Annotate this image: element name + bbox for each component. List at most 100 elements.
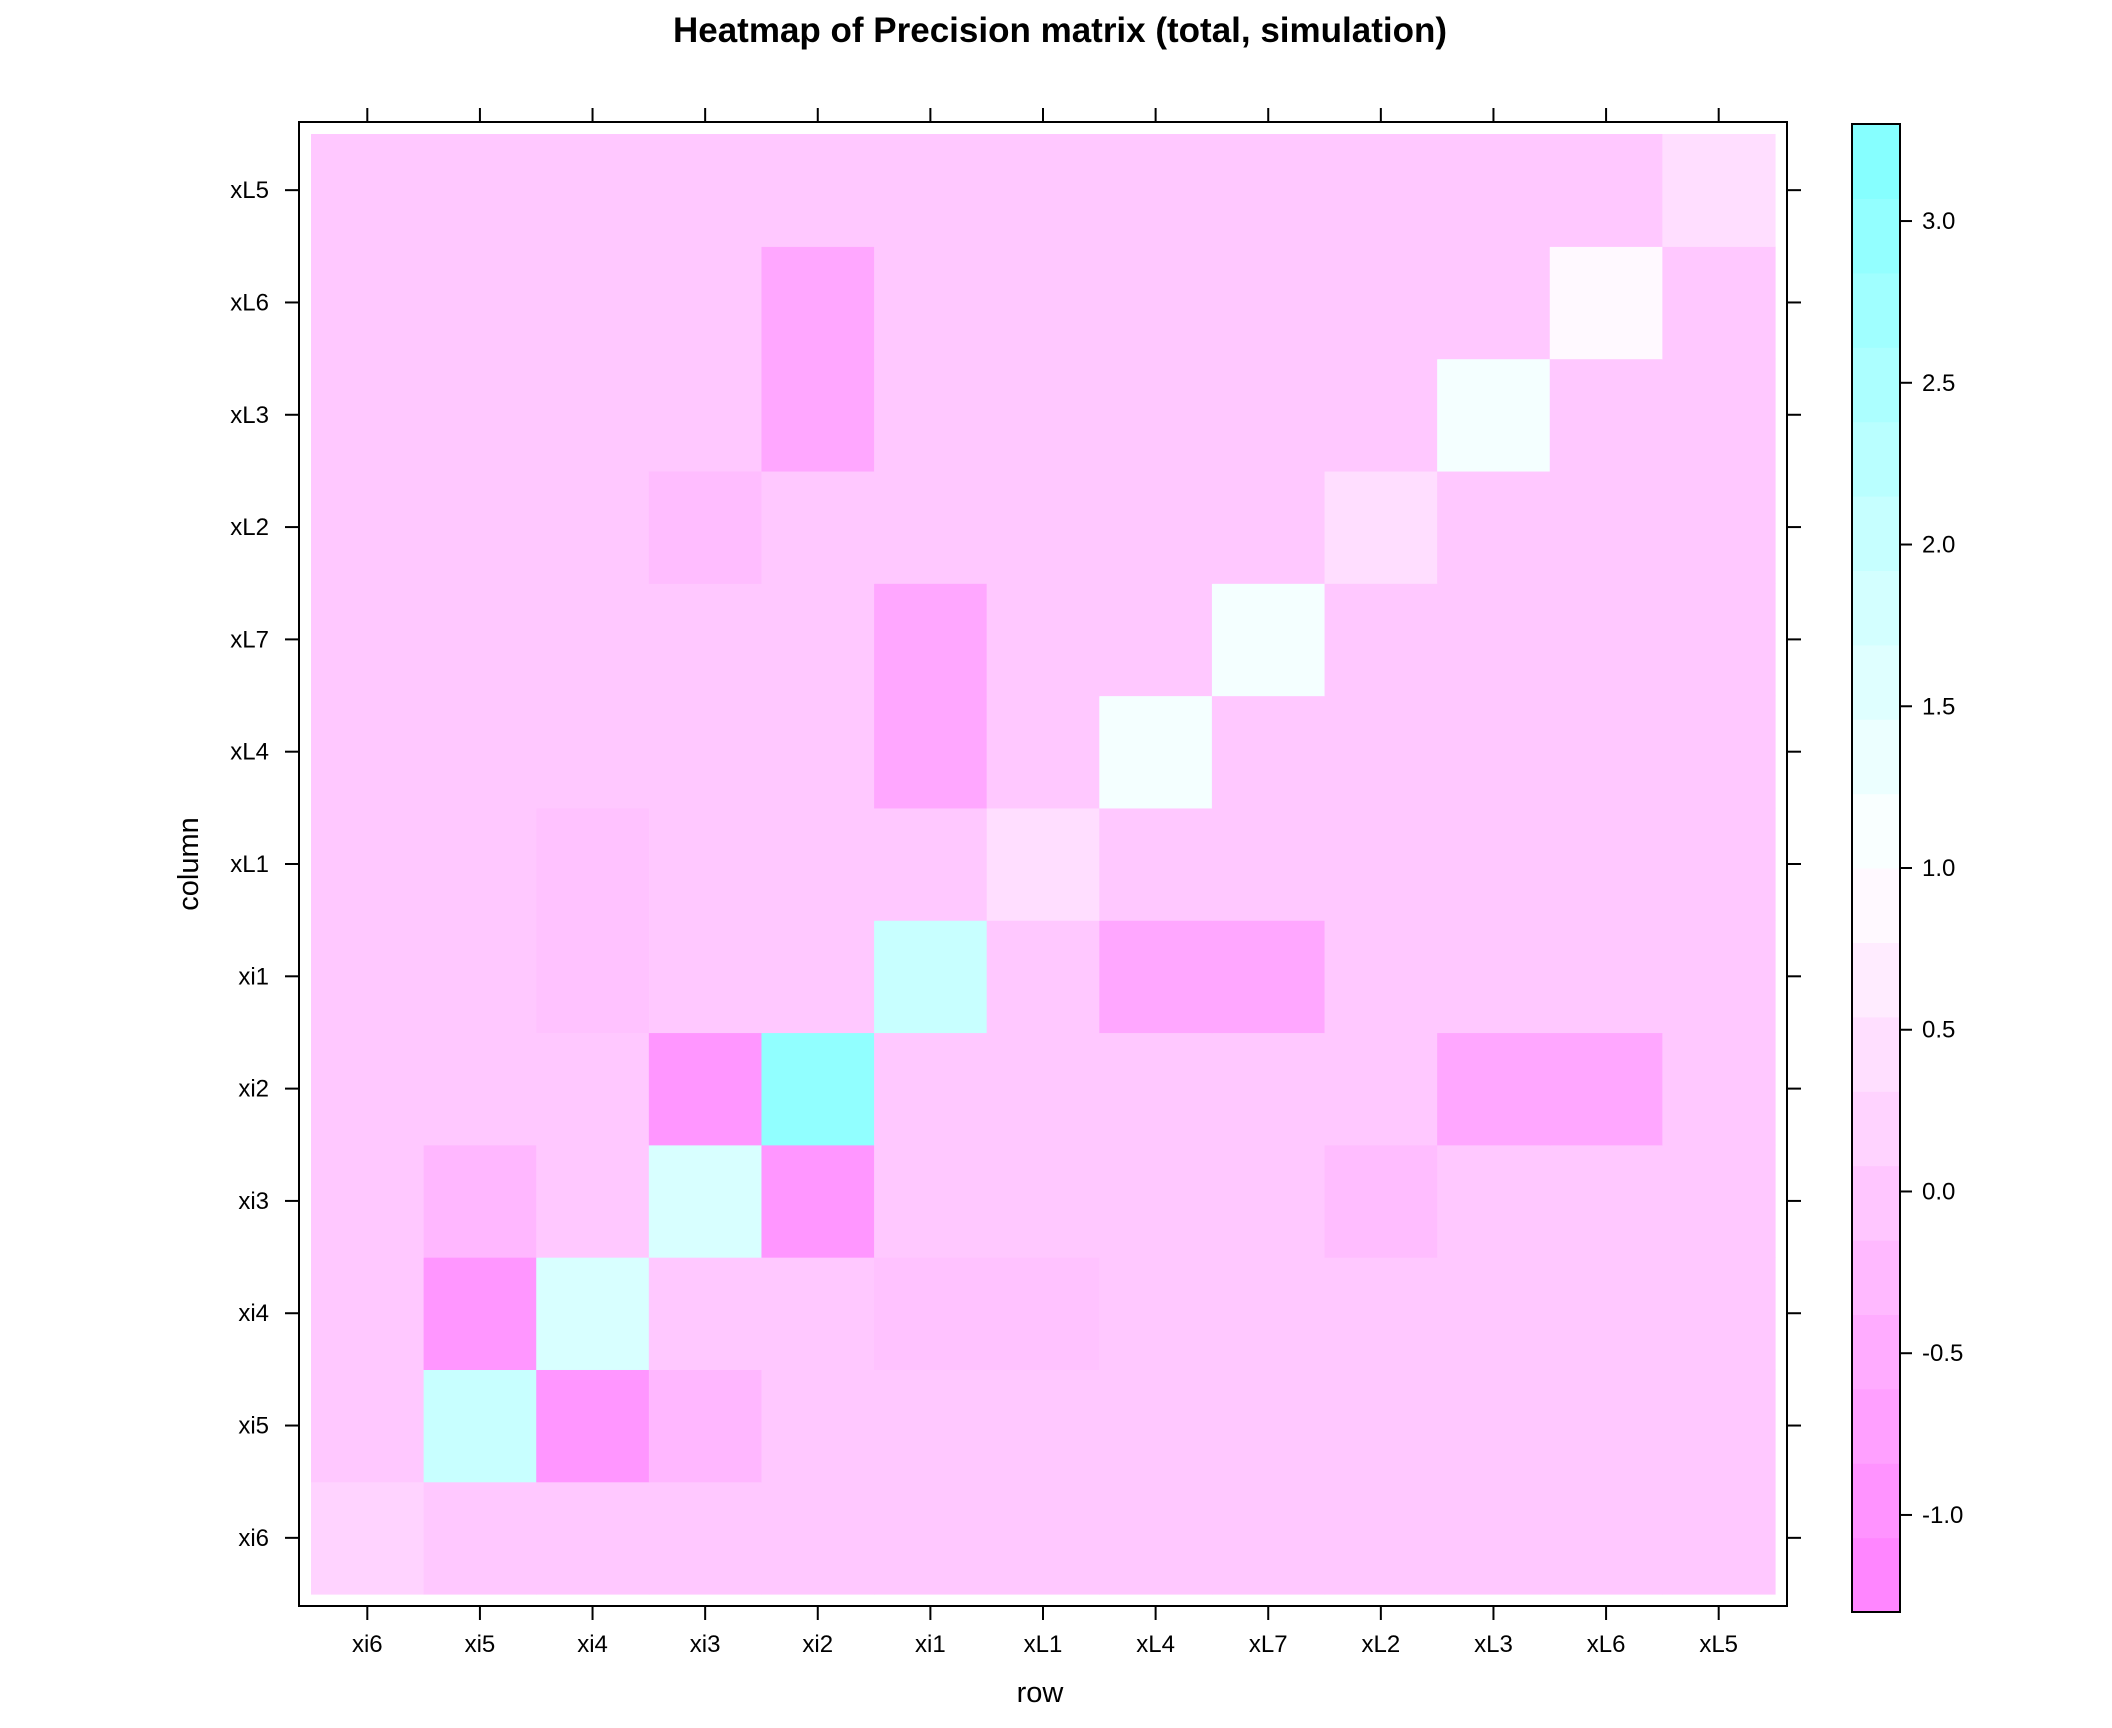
heatmap-cell-xL4-xL5: [1662, 695, 1776, 809]
heatmap-cell-xi6-xL3: [1437, 1481, 1551, 1595]
heatmap-cell-xi5-xL4: [1099, 1369, 1213, 1483]
x-tick-label: xi5: [465, 1631, 496, 1658]
heatmap-cell-xL2-xL4: [1099, 470, 1213, 584]
heatmap-cell-xL4-xi5: [423, 695, 537, 809]
heatmap-cell-xi5-xi3: [648, 1369, 763, 1483]
heatmap-cell-xL5-xi2: [761, 134, 875, 247]
heatmap-cell-xL1-xL2: [1324, 807, 1438, 921]
heatmap-cell-xL4-xi1: [874, 695, 988, 809]
heatmap-cell-xL6-xL5: [1662, 246, 1776, 360]
colorbar-tick-label: 3.0: [1922, 208, 1955, 235]
heatmap-cell-xi2-xi1: [874, 1032, 988, 1146]
heatmap-cell-xL3-xL6: [1549, 358, 1663, 472]
heatmap-cell-xi2-xL2: [1324, 1032, 1438, 1146]
heatmap-cell-xi5-xi6: [311, 1369, 425, 1483]
y-tick-label: xL4: [230, 739, 269, 766]
heatmap-cell-xL7-xL6: [1549, 583, 1663, 697]
colorbar-band: [1852, 1463, 1900, 1539]
heatmap-cell-xi2-xL7: [1211, 1032, 1326, 1146]
heatmap-cell-xL5-xL5: [1662, 134, 1776, 247]
heatmap-cell-xL6-xL6: [1549, 246, 1663, 360]
heatmap-cell-xi2-xL6: [1549, 1032, 1663, 1146]
heatmap-cell-xL1-xi5: [423, 807, 537, 921]
heatmap-cell-xi3-xL5: [1662, 1144, 1776, 1258]
colorbar-band: [1852, 347, 1900, 423]
heatmap-cell-xi5-xi5: [423, 1369, 537, 1483]
heatmap-cell-xL4-xL6: [1549, 695, 1663, 809]
heatmap-cell-xL4-xi6: [311, 695, 425, 809]
heatmap-cell-xL4-xi2: [761, 695, 875, 809]
x-tick-label: xi4: [577, 1631, 608, 1658]
heatmap-cell-xL1-xi4: [536, 807, 650, 921]
heatmap-cell-xi1-xL6: [1549, 920, 1663, 1034]
colorbar-tick-label: -0.5: [1922, 1340, 1963, 1367]
heatmap-cell-xi3-xL7: [1211, 1144, 1326, 1258]
y-tick-label: xi4: [238, 1300, 269, 1327]
y-tick-label: xi1: [238, 963, 269, 990]
heatmap-cell-xL6-xL3: [1437, 246, 1551, 360]
colorbar: [1852, 124, 1900, 1613]
heatmap-cell-xL5-xi5: [423, 134, 537, 247]
heatmap-cell-xi5-xL3: [1437, 1369, 1551, 1483]
heatmap-cell-xi3-xi5: [423, 1144, 537, 1258]
y-tick-label: xL5: [230, 177, 269, 204]
heatmap-cell-xi1-xi5: [423, 920, 537, 1034]
y-tick-label: xi2: [238, 1076, 269, 1103]
heatmap-cell-xL3-xL2: [1324, 358, 1438, 472]
y-tick-label: xL7: [230, 626, 269, 653]
heatmap-cell-xL3-xi3: [648, 358, 763, 472]
heatmap-cell-xL2-xL7: [1211, 470, 1326, 584]
heatmap-cell-xi6-xi1: [874, 1481, 988, 1595]
heatmap-cell-xL3-xL7: [1211, 358, 1326, 472]
y-tick-label: xL2: [230, 514, 269, 541]
heatmap-cell-xL7-xi5: [423, 583, 537, 697]
heatmap-cell-xi3-xi2: [761, 1144, 875, 1258]
heatmap-cell-xL7-xi1: [874, 583, 988, 697]
y-tick-label: xL6: [230, 289, 269, 316]
heatmap-cell-xL4-xi4: [536, 695, 650, 809]
heatmap-cell-xL5-xi3: [648, 134, 763, 247]
x-tick-label: xL1: [1024, 1631, 1063, 1658]
heatmap-cell-xi6-xL7: [1211, 1481, 1326, 1595]
heatmap-cell-xL5-xL7: [1211, 134, 1326, 247]
y-tick-label: xL3: [230, 402, 269, 429]
heatmap-cell-xi3-xL4: [1099, 1144, 1213, 1258]
colorbar-band: [1852, 198, 1900, 274]
heatmap-cell-xL3-xL1: [986, 358, 1100, 472]
colorbar-tick-label: 1.0: [1922, 855, 1955, 882]
heatmap-cell-xL1-xi2: [761, 807, 875, 921]
heatmap-cell-xL2-xL2: [1324, 470, 1438, 584]
heatmap-cell-xi1-xL3: [1437, 920, 1551, 1034]
heatmap-cell-xL1-xL3: [1437, 807, 1551, 921]
heatmap-cell-xi3-xL1: [986, 1144, 1100, 1258]
heatmap-cells: [311, 134, 1776, 1595]
heatmap-cell-xL1-xi6: [311, 807, 425, 921]
x-tick-label: xi2: [802, 1631, 833, 1658]
colorbar-band: [1852, 644, 1900, 720]
heatmap-cell-xi4-xL3: [1437, 1257, 1551, 1370]
x-axis-ticks: xi6 xi5 xi4 xi3 xi2 xi1 xL1 xL4 xL7 xL2 xL3 xL6 xL5: [352, 108, 1738, 1658]
heatmap-cell-xL6-xi6: [311, 246, 425, 360]
heatmap-cell-xi3-xi1: [874, 1144, 988, 1258]
heatmap-cell-xL3-xi6: [311, 358, 425, 472]
heatmap-cell-xL5-xL4: [1099, 134, 1213, 247]
chart-title: Heatmap of Precision matrix (total, simu…: [673, 11, 1447, 50]
colorbar-band: [1852, 942, 1900, 1018]
heatmap-cell-xL6-xL2: [1324, 246, 1438, 360]
heatmap-cell-xi1-xi6: [311, 920, 425, 1034]
heatmap-cell-xi6-xL1: [986, 1481, 1100, 1595]
heatmap-cell-xi4-xL1: [986, 1257, 1100, 1370]
heatmap-cell-xL1-xL5: [1662, 807, 1776, 921]
colorbar-ticks: -1.0 -0.5 0.0 0.5 1.0 1.5 2.0 2.5 3.0: [1900, 208, 1963, 1529]
y-tick-label: xi3: [238, 1188, 269, 1215]
heatmap-cell-xL3-xi1: [874, 358, 988, 472]
heatmap-cell-xi4-xi6: [311, 1257, 425, 1370]
heatmap-cell-xi4-xL4: [1099, 1257, 1213, 1370]
x-tick-label: xL2: [1361, 1631, 1400, 1658]
heatmap-cell-xL1-xi3: [648, 807, 763, 921]
heatmap-cell-xi4-xL7: [1211, 1257, 1326, 1370]
heatmap-cell-xi6-xL5: [1662, 1481, 1776, 1595]
heatmap-cell-xL7-xL7: [1211, 583, 1326, 697]
heatmap-cell-xL6-xL7: [1211, 246, 1326, 360]
heatmap-cell-xL2-xL1: [986, 470, 1100, 584]
